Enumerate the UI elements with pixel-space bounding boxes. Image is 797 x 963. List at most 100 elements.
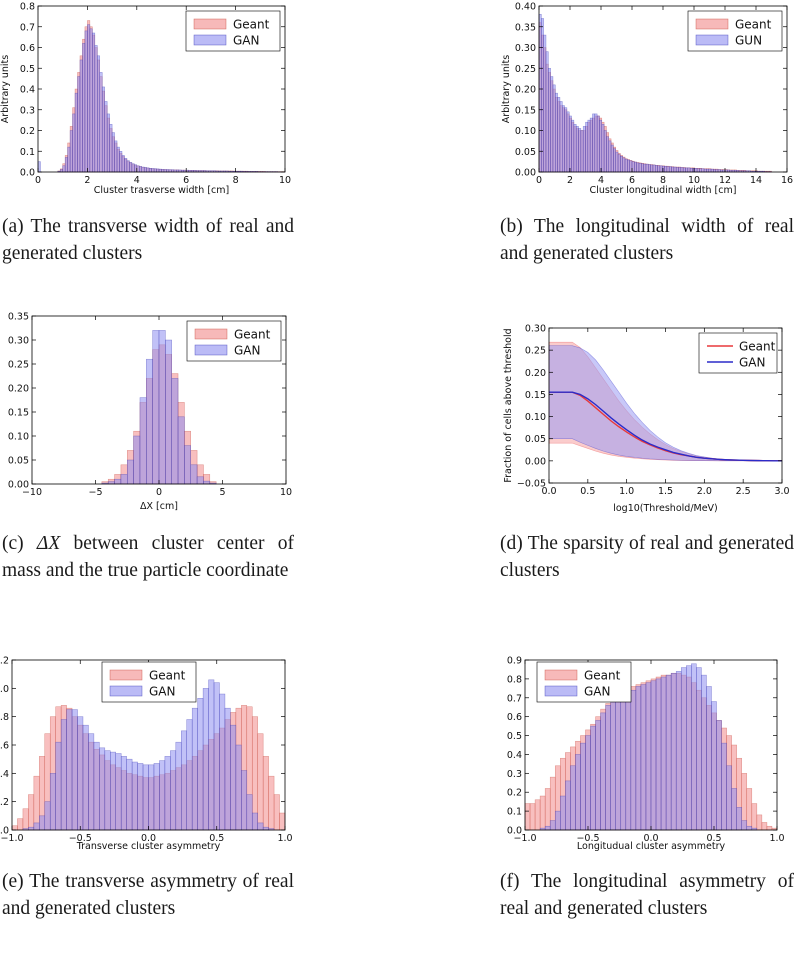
bar	[741, 820, 748, 831]
bar	[74, 92, 78, 173]
y-axis-label: Arbitrary units	[0, 55, 11, 123]
bar	[710, 168, 714, 173]
y-tick-label: 0.2	[507, 788, 522, 799]
bar	[610, 144, 614, 173]
x-axis-label: Transverse cluster asymmetry	[76, 841, 221, 852]
bar	[104, 101, 108, 173]
bar	[692, 168, 696, 173]
bar	[87, 24, 91, 173]
legend-label: GAN	[739, 356, 765, 370]
bar	[148, 168, 152, 173]
bar	[635, 686, 642, 831]
legend-swatch-geant	[194, 328, 228, 340]
caption-b: (b) The longitudinal width of real and g…	[500, 216, 794, 264]
bar	[645, 682, 652, 831]
bar	[93, 741, 100, 831]
x-tick-label: 4	[598, 175, 604, 186]
bar	[673, 166, 677, 173]
y-tick-label: 0.05	[525, 434, 546, 445]
bar	[568, 115, 572, 173]
y-tick-label: 0.6	[20, 43, 35, 54]
y-tick-label: 0.10	[525, 412, 546, 423]
x-tick-label: 1.0	[277, 833, 292, 844]
x-axis-label: Cluster longitudinal width [cm]	[590, 185, 737, 196]
bar	[97, 55, 100, 173]
bar	[257, 822, 264, 831]
bar	[230, 724, 237, 831]
bar	[686, 665, 692, 831]
bar	[675, 671, 682, 831]
legend-label: GUN	[735, 34, 762, 48]
bar	[548, 68, 551, 173]
y-tick-label: 0.00	[8, 480, 29, 491]
bar	[541, 18, 544, 173]
bar	[625, 691, 632, 831]
bar	[564, 107, 568, 173]
bar	[708, 168, 712, 173]
y-tick-label: 0.30	[525, 324, 546, 335]
bar	[620, 155, 623, 173]
y-tick-label: 0.9	[507, 656, 522, 667]
series-gan-bars	[22, 679, 275, 831]
legend-swatch-gan	[194, 344, 228, 356]
bar	[555, 92, 558, 173]
legend-swatch-gan	[544, 685, 578, 697]
y-tick-label: 0.2	[0, 797, 9, 808]
bar	[133, 435, 141, 485]
legend-swatch-geant	[544, 669, 578, 681]
bar	[60, 719, 67, 831]
bar	[99, 747, 106, 831]
bar	[589, 117, 593, 173]
bar	[171, 378, 179, 485]
bar	[687, 167, 691, 173]
bar	[552, 84, 556, 173]
bar	[22, 808, 29, 831]
x-tick-label: 2.0	[697, 486, 712, 497]
legend: Geant GUN	[687, 10, 783, 52]
x-tick-label: 4	[134, 175, 140, 186]
bar	[131, 761, 138, 831]
bar	[152, 330, 160, 485]
y-tick-label: 0.7	[20, 22, 35, 33]
y-tick-label: 0.05	[8, 456, 29, 467]
bar	[560, 795, 566, 831]
bar	[575, 126, 579, 173]
bar	[544, 825, 551, 831]
bar	[557, 97, 561, 173]
bar	[262, 756, 269, 831]
bar	[39, 815, 46, 831]
bar	[756, 814, 763, 831]
y-tick-label: 0.35	[8, 312, 29, 323]
bar	[582, 126, 586, 173]
y-tick-label: 0.05	[515, 147, 536, 158]
legend-label: Geant	[149, 669, 186, 683]
bar	[620, 693, 627, 831]
bar	[575, 754, 581, 831]
bar	[627, 159, 630, 173]
bar	[648, 164, 651, 173]
x-tick-label: 12	[719, 175, 731, 186]
bar	[550, 76, 554, 173]
bar	[114, 140, 118, 173]
y-tick-label: 0.30	[515, 43, 536, 54]
bar	[751, 803, 758, 831]
legend: Geant GAN	[186, 320, 282, 362]
x-tick-label: 0.5	[209, 833, 224, 844]
x-tick-label: 0.0	[541, 486, 556, 497]
bar	[701, 168, 705, 173]
x-tick-label: 5	[219, 487, 225, 498]
x-tick-label: 2	[84, 175, 90, 186]
bar	[726, 765, 732, 831]
bar	[655, 165, 658, 173]
caption-e: (e) The transverse asymmetry of real and…	[2, 871, 299, 919]
bar	[559, 101, 563, 173]
y-tick-label: 0.1	[507, 807, 522, 818]
bar	[115, 753, 122, 831]
legend-label: Geant	[233, 18, 270, 32]
bar	[89, 28, 93, 173]
bar	[94, 45, 98, 173]
bar	[624, 158, 628, 173]
x-tick-label: 2	[567, 175, 573, 186]
bar	[55, 741, 62, 831]
y-tick-label: 0.5	[20, 64, 35, 75]
